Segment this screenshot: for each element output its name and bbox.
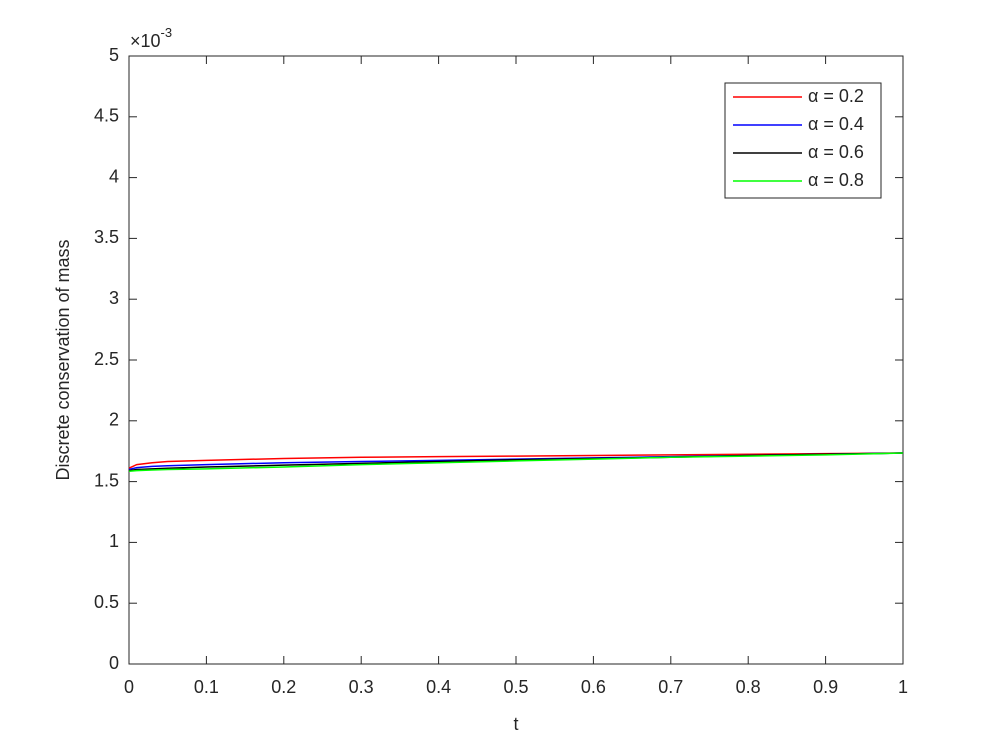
y-tick-label: 0: [109, 653, 119, 673]
y-tick-label: 1.5: [94, 470, 119, 490]
legend-label: α = 0.4: [808, 114, 864, 134]
x-tick-label: 0.5: [503, 677, 528, 697]
x-axis-label: t: [513, 714, 518, 734]
legend-label: α = 0.8: [808, 170, 864, 190]
legend-box: [724, 82, 882, 199]
y-tick-label: 4: [109, 166, 119, 186]
exponent-power: -3: [161, 25, 173, 40]
y-tick-label: 5: [109, 45, 119, 65]
y-tick-label: 1: [109, 531, 119, 551]
y-tick-label: 0.5: [94, 592, 119, 612]
x-tick-label: 0.6: [581, 677, 606, 697]
x-tick-label: 0.2: [271, 677, 296, 697]
y-tick-label: 3: [109, 288, 119, 308]
y-axis-label: Discrete conservation of mass: [53, 239, 73, 480]
x-tick-label: 0.8: [736, 677, 761, 697]
legend-label: α = 0.6: [808, 142, 864, 162]
exponent-base: ×10: [130, 31, 161, 51]
x-tick-label: 0.4: [426, 677, 451, 697]
legend-label: α = 0.2: [808, 86, 864, 106]
y-tick-label: 2.5: [94, 349, 119, 369]
x-tick-label: 0: [124, 677, 134, 697]
x-tick-label: 0.3: [349, 677, 374, 697]
series-line: [128, 452, 904, 473]
x-tick-label: 0.7: [658, 677, 683, 697]
x-tick-label: 0.9: [813, 677, 838, 697]
y-tick-label: 3.5: [94, 227, 119, 247]
y-tick-label: 4.5: [94, 106, 119, 126]
y-tick-label: 2: [109, 410, 119, 430]
x-tick-label: 0.1: [194, 677, 219, 697]
y-exponent: ×10-3: [130, 25, 172, 50]
x-tick-label: 1: [898, 677, 908, 697]
series-line: [128, 452, 904, 469]
